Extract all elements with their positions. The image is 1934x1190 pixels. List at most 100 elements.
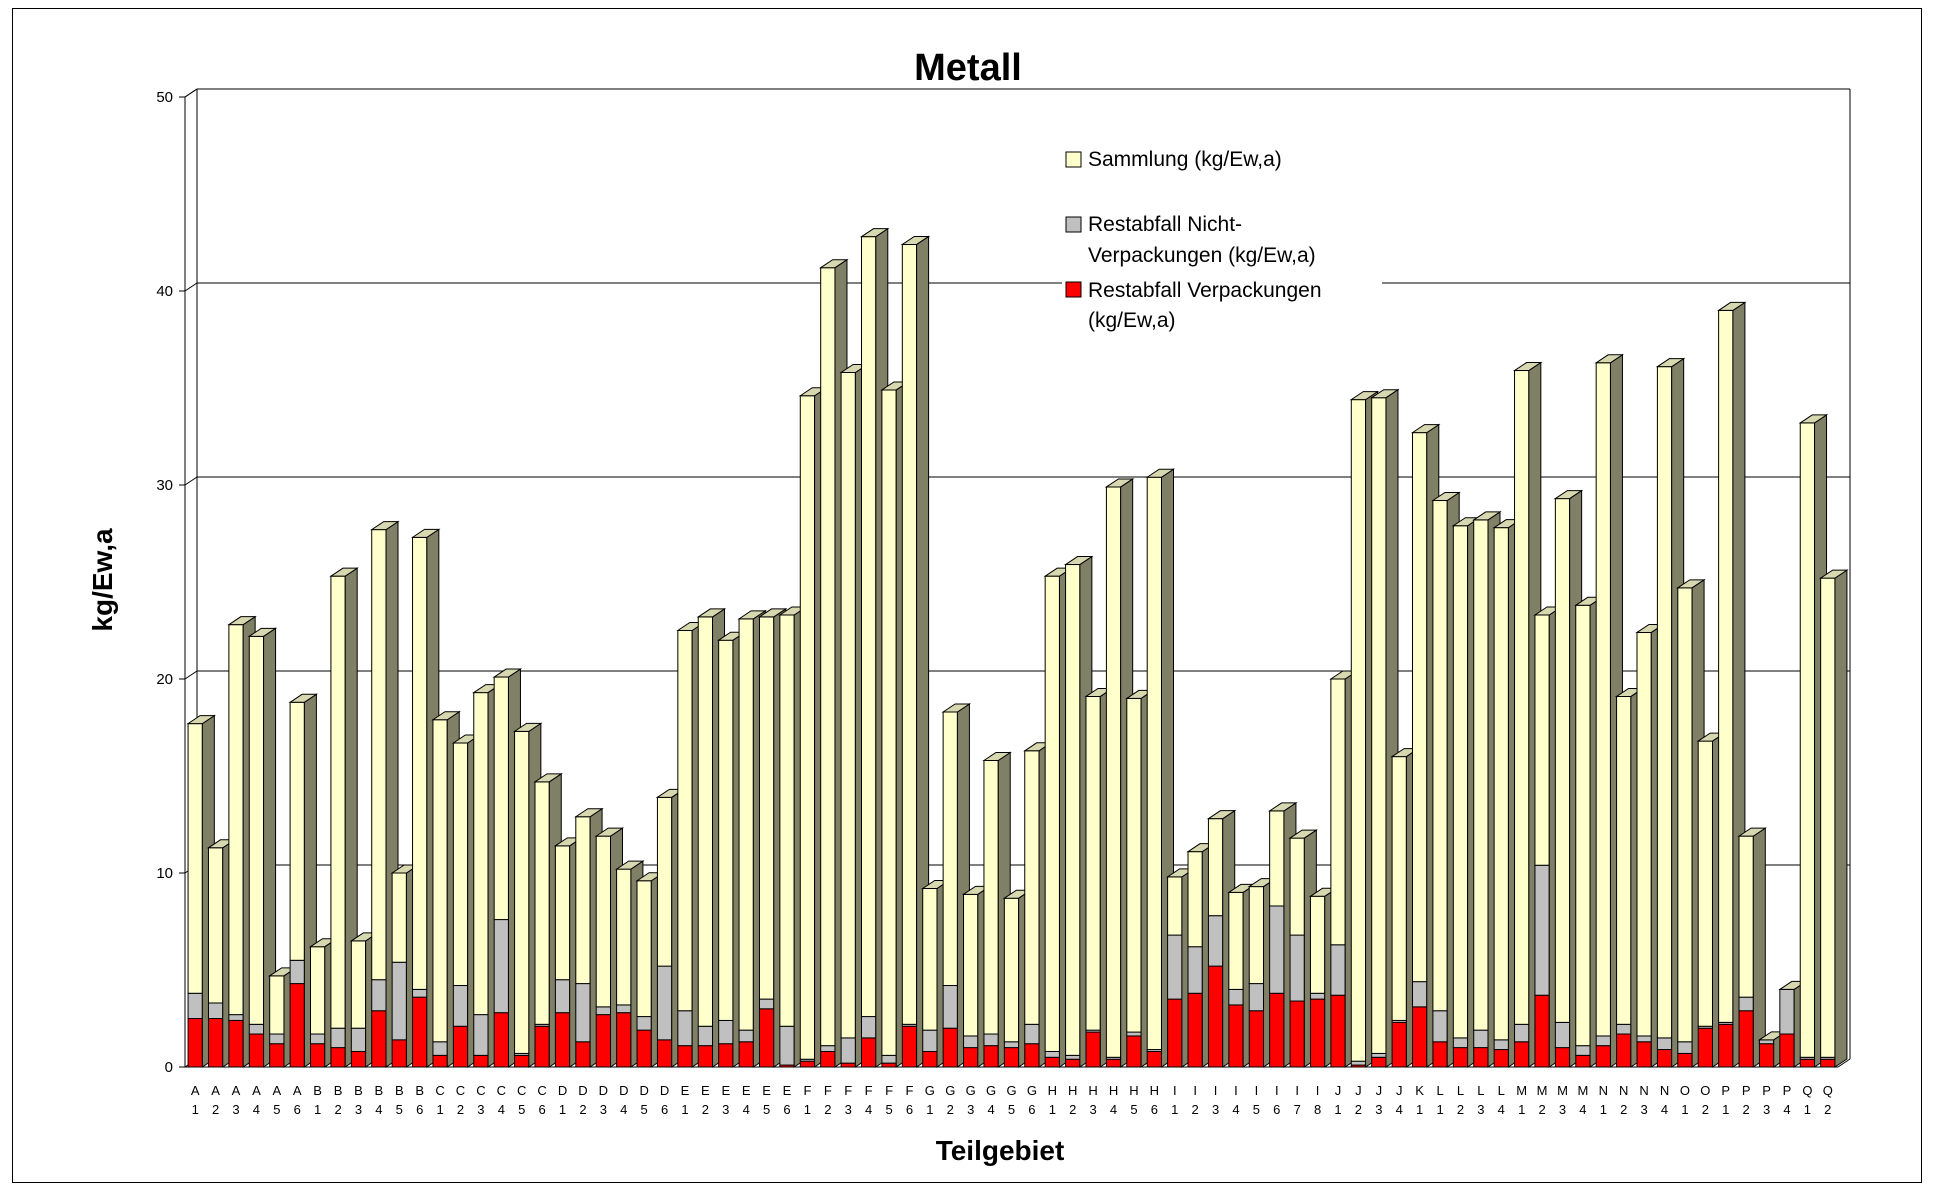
- bar-segment: [493, 919, 509, 1014]
- x-tick-label-number: 2: [702, 1102, 709, 1117]
- bar-segment: [922, 1050, 938, 1068]
- x-tick-label-number: 3: [1559, 1102, 1566, 1117]
- x-tick-label-letter: P: [1783, 1083, 1792, 1098]
- bar-top: [186, 715, 216, 725]
- bar-segment: [473, 1014, 489, 1056]
- bar-segment: [983, 1033, 999, 1047]
- bar-top: [614, 860, 645, 870]
- bar-stack: [1288, 829, 1318, 1068]
- bar-segment: [1105, 1058, 1122, 1068]
- bar-segment: [1330, 944, 1346, 996]
- bar-segment: [840, 371, 856, 1039]
- bar-top: [533, 773, 563, 783]
- bar-segment: [595, 1006, 611, 1016]
- x-tick-label-letter: F: [824, 1083, 832, 1098]
- x-tick-label-letter: D: [619, 1083, 628, 1098]
- x-tick-label-letter: B: [334, 1083, 343, 1098]
- x-tick-label-letter: G: [986, 1083, 996, 1098]
- x-tick-label-letter: M: [1557, 1083, 1568, 1098]
- x-tick-label-letter: C: [476, 1083, 485, 1098]
- bar-segment: [330, 1027, 346, 1049]
- bar-segment: [1452, 1047, 1469, 1068]
- bar-segment: [881, 1054, 897, 1064]
- bar-segment: [942, 985, 958, 1029]
- bar-segment: [901, 243, 918, 1025]
- x-tick-label-letter: P: [1721, 1083, 1730, 1098]
- x-tick-label-number: 4: [1232, 1102, 1239, 1117]
- bar-segment: [881, 389, 897, 1056]
- x-tick-label-letter: D: [660, 1083, 669, 1098]
- x-tick-label-number: 3: [845, 1102, 852, 1117]
- x-tick-label-letter: F: [905, 1083, 913, 1098]
- bar-segment: [452, 742, 469, 987]
- x-tick-label-letter: D: [599, 1083, 608, 1098]
- x-tick-label-letter: C: [497, 1083, 506, 1098]
- x-tick-label-number: 2: [1355, 1102, 1362, 1117]
- x-tick-label-letter: I: [1255, 1083, 1259, 1098]
- bar-segment: [473, 1054, 489, 1068]
- bar-segment: [1656, 1049, 1673, 1068]
- bar-segment: [1718, 1023, 1734, 1068]
- legend-label-verpackungen-line1: Restabfall Verpackungen: [1088, 279, 1322, 302]
- bar-segment: [1616, 1023, 1632, 1035]
- x-tick-label-number: 3: [967, 1102, 974, 1117]
- x-tick-label-number: 1: [926, 1102, 933, 1117]
- bar-segment: [1228, 891, 1244, 990]
- y-tick-label: 50: [156, 89, 173, 106]
- bar-segment: [1371, 1052, 1387, 1058]
- x-tick-label-letter: A: [191, 1083, 200, 1098]
- x-tick-label-number: 3: [1641, 1102, 1648, 1117]
- bar-segment: [1167, 876, 1183, 936]
- bar-top: [859, 228, 890, 238]
- bar-segment: [1412, 432, 1428, 983]
- x-tick-label-number: 1: [314, 1102, 321, 1117]
- bar-segment: [1044, 575, 1060, 1052]
- bar-segment: [248, 1023, 265, 1035]
- x-tick-label-number: 3: [600, 1102, 607, 1117]
- bar-segment: [1514, 1023, 1530, 1043]
- x-tick-label-letter: H: [1150, 1083, 1159, 1098]
- bar-top: [696, 608, 727, 618]
- bar-segment: [738, 618, 754, 1031]
- bar-stack: [288, 693, 319, 1068]
- bar-top: [288, 693, 319, 703]
- bar-segment: [983, 759, 999, 1035]
- bar-segment: [636, 1016, 652, 1031]
- x-tick-label-letter: O: [1680, 1083, 1690, 1098]
- bar-segment: [779, 614, 795, 1027]
- bar-segment: [1799, 422, 1816, 1058]
- x-tick-label-number: 6: [906, 1102, 913, 1117]
- legend-swatch-nicht-verpackungen: [1065, 216, 1082, 233]
- bar-segment: [1371, 1056, 1387, 1068]
- y-tick-label: 40: [156, 283, 173, 300]
- x-tick-label-letter: F: [803, 1083, 811, 1098]
- x-tick-label-number: 2: [457, 1102, 464, 1117]
- bar-segment: [881, 1062, 897, 1068]
- bar-side: [1834, 569, 1848, 1068]
- bar-segment: [697, 616, 714, 1027]
- bar-segment: [1697, 740, 1713, 1027]
- bar-segment: [1493, 527, 1509, 1041]
- x-tick-label-number: 1: [192, 1102, 199, 1117]
- x-tick-label-letter: F: [885, 1083, 893, 1098]
- bar-segment: [1146, 1050, 1162, 1068]
- x-tick-label-letter: M: [1537, 1083, 1548, 1098]
- x-tick-label-letter: J: [1355, 1083, 1362, 1098]
- bar-segment: [1412, 1006, 1428, 1068]
- bar-segment: [514, 1054, 530, 1068]
- bar-segment: [1758, 1039, 1775, 1045]
- bar-segment: [1207, 915, 1224, 967]
- bar-segment: [677, 630, 693, 1012]
- bar-segment: [1758, 1043, 1775, 1068]
- x-tick-label-number: 3: [722, 1102, 729, 1117]
- bar-segment: [616, 1004, 632, 1014]
- bar-segment: [228, 1014, 244, 1021]
- bar-segment: [922, 888, 938, 1031]
- x-tick-label-letter: I: [1173, 1083, 1177, 1098]
- x-tick-label-number: 5: [518, 1102, 525, 1117]
- x-tick-label-letter: G: [966, 1083, 976, 1098]
- bar-segment: [942, 1027, 958, 1068]
- bar-segment: [636, 880, 652, 1018]
- bar-segment: [942, 711, 958, 987]
- bar-segment: [371, 979, 387, 1012]
